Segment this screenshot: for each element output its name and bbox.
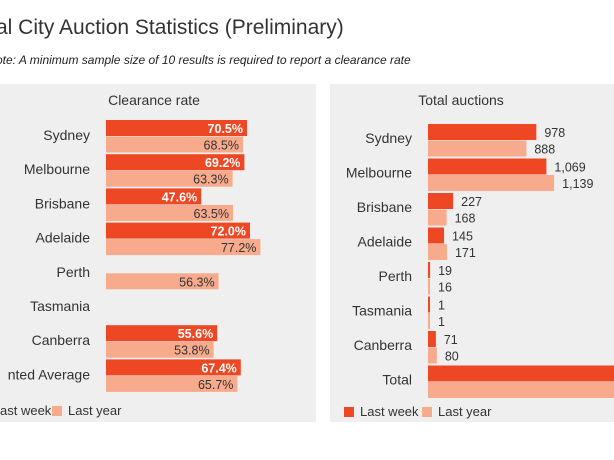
data-label-last-year-brisbane: 168 bbox=[455, 212, 476, 226]
category-label-tasmania: Tasmania bbox=[30, 298, 90, 314]
data-label-ast-week-brisbane: 47.6% bbox=[162, 190, 197, 204]
legend-label-last-year: Last year bbox=[68, 403, 122, 418]
data-label-ast-week-melbourne: 69.2% bbox=[205, 156, 240, 170]
data-label-last-week-tasmania: 1 bbox=[438, 299, 445, 313]
bar-ast-week-melbourne bbox=[106, 154, 245, 171]
bar-last-week-total bbox=[428, 365, 614, 382]
data-label-last-week-sydney: 978 bbox=[544, 126, 565, 140]
chart-title: Total auctions bbox=[418, 92, 504, 108]
data-label-last-year-sydney: 68.5% bbox=[204, 139, 239, 153]
data-label-last-year-perth: 16 bbox=[438, 281, 452, 295]
total-auctions-chart: Total auctions Sydney 978 888 Melbourne 1,069… bbox=[344, 92, 614, 419]
category-label-adelaide: Adelaide bbox=[36, 230, 91, 246]
data-label-last-year-tasmania: 1 bbox=[438, 315, 445, 329]
data-label-last-year-perth: 56.3% bbox=[179, 275, 214, 289]
bar-last-year-brisbane bbox=[428, 209, 447, 226]
bar-last-week-canberra bbox=[428, 331, 436, 347]
legend-label-last-week: Last week bbox=[360, 404, 419, 419]
bar-ast-week-sydney bbox=[106, 120, 247, 136]
bar-last-week-adelaide bbox=[428, 227, 445, 244]
sample-size-note: ote: A minimum sample size of 10 results… bbox=[0, 53, 411, 67]
chart-title: Clearance rate bbox=[108, 92, 200, 108]
data-label-last-year-melbourne: 1,139 bbox=[562, 177, 593, 191]
legend-swatch-last-year bbox=[422, 407, 432, 417]
bar-ast-week-adelaide bbox=[106, 222, 250, 239]
data-label-last-year-nted-average: 65.7% bbox=[198, 378, 233, 392]
category-label-brisbane: Brisbane bbox=[357, 199, 412, 215]
data-label-last-year-adelaide: 77.2% bbox=[221, 241, 256, 255]
data-label-ast-week-nted-average: 67.4% bbox=[201, 361, 236, 375]
data-label-last-week-brisbane: 227 bbox=[461, 195, 482, 209]
data-label-last-year-canberra: 53.8% bbox=[174, 344, 209, 358]
data-label-ast-week-adelaide: 72.0% bbox=[211, 225, 246, 239]
category-label-melbourne: Melbourne bbox=[24, 161, 90, 177]
bar-last-year-adelaide bbox=[428, 244, 447, 260]
data-label-last-year-brisbane: 63.5% bbox=[194, 207, 229, 221]
category-label-canberra: Canberra bbox=[354, 337, 413, 353]
category-label-perth: Perth bbox=[379, 268, 412, 284]
category-label-nted-average: nted Average bbox=[8, 366, 90, 382]
data-label-last-year-melbourne: 63.3% bbox=[193, 173, 228, 187]
bar-last-year-tasmania bbox=[428, 313, 430, 329]
data-label-ast-week-sydney: 70.5% bbox=[208, 122, 243, 136]
legend-label-last-year: Last year bbox=[438, 404, 492, 419]
bar-ast-week-brisbane bbox=[106, 188, 202, 205]
clearance-rate-chart: Clearance rate Sydney 70.5% 68.5% Melbourne 6… bbox=[0, 92, 261, 418]
bar-last-year-perth bbox=[106, 273, 219, 290]
category-label-brisbane: Brisbane bbox=[35, 195, 90, 211]
bar-ast-week-canberra bbox=[106, 325, 218, 342]
bar-last-year-nted-average bbox=[106, 375, 238, 392]
category-label-perth: Perth bbox=[57, 264, 90, 280]
data-label-last-year-canberra: 80 bbox=[445, 350, 459, 364]
bar-last-year-total bbox=[428, 382, 614, 398]
category-label-sydney: Sydney bbox=[365, 130, 412, 146]
clearance-rate-panel: Clearance rate Sydney 70.5% 68.5% Melbourne 6… bbox=[0, 84, 316, 422]
legend-swatch-last-week bbox=[344, 407, 354, 417]
data-label-last-week-canberra: 71 bbox=[444, 333, 458, 347]
data-label-last-year-sydney: 888 bbox=[534, 143, 555, 157]
data-label-last-week-adelaide: 145 bbox=[452, 230, 473, 244]
legend-label-ast-week: ast week bbox=[0, 403, 52, 418]
bar-ast-week-nted-average bbox=[106, 359, 241, 376]
category-label-canberra: Canberra bbox=[32, 332, 91, 348]
bar-last-year-perth bbox=[428, 278, 430, 295]
category-label-sydney: Sydney bbox=[43, 127, 90, 143]
bar-last-week-brisbane bbox=[428, 193, 454, 209]
bar-last-week-sydney bbox=[428, 124, 537, 140]
page-title: al City Auction Statistics (Preliminary) bbox=[0, 16, 344, 39]
bar-last-year-canberra bbox=[106, 341, 214, 358]
bar-last-year-melbourne bbox=[428, 175, 555, 191]
bar-last-year-adelaide bbox=[106, 239, 261, 256]
bar-last-week-tasmania bbox=[428, 296, 430, 313]
category-label-adelaide: Adelaide bbox=[358, 234, 413, 250]
bar-last-year-brisbane bbox=[106, 204, 233, 221]
bar-last-year-sydney bbox=[428, 140, 527, 157]
bar-last-week-melbourne bbox=[428, 158, 547, 175]
category-label-tasmania: Tasmania bbox=[352, 303, 412, 319]
category-label-melbourne: Melbourne bbox=[346, 165, 412, 181]
data-label-last-week-melbourne: 1,069 bbox=[554, 161, 585, 175]
bar-last-year-canberra bbox=[428, 347, 437, 364]
data-label-ast-week-canberra: 55.6% bbox=[178, 327, 213, 341]
data-label-last-year-adelaide: 171 bbox=[455, 246, 476, 260]
bar-last-year-melbourne bbox=[106, 170, 233, 187]
total-auctions-panel: Total auctions Sydney 978 888 Melbourne 1,069… bbox=[330, 84, 614, 422]
bar-last-week-perth bbox=[428, 262, 431, 278]
bar-last-year-sydney bbox=[106, 136, 243, 153]
category-label-total: Total bbox=[382, 372, 412, 388]
data-label-last-week-perth: 19 bbox=[438, 264, 452, 278]
legend-swatch-last-year bbox=[52, 406, 62, 416]
